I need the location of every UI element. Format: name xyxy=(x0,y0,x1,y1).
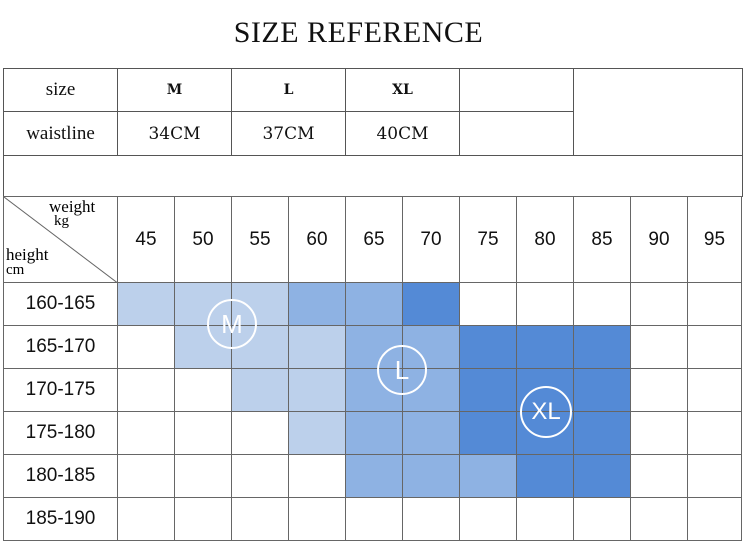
size-cell xyxy=(117,454,175,498)
size-cell xyxy=(117,325,175,369)
size-cell xyxy=(174,411,232,455)
size-cell xyxy=(630,497,688,541)
size-cell xyxy=(573,454,631,498)
height-header: 175-180 xyxy=(3,411,118,455)
size-cell xyxy=(402,282,460,326)
height-header: 160-165 xyxy=(3,282,118,326)
size-cell xyxy=(516,497,574,541)
weight-header: 65 xyxy=(345,196,403,283)
size-cell xyxy=(630,454,688,498)
size-cell xyxy=(174,454,232,498)
size-cell xyxy=(345,497,403,541)
waist-m: 34CM xyxy=(117,111,232,156)
corner-cell: weight kg height cm xyxy=(3,196,119,284)
weight-header: 75 xyxy=(459,196,517,283)
size-cell xyxy=(516,282,574,326)
size-cell xyxy=(630,411,688,455)
size-cell xyxy=(288,454,346,498)
height-header: 185-190 xyxy=(3,497,118,541)
size-cell xyxy=(687,282,742,326)
size-cell xyxy=(174,368,232,412)
waist-xl: 40CM xyxy=(345,111,460,156)
size-cell xyxy=(459,325,517,369)
waistline-label: waistline xyxy=(3,111,118,156)
size-cell xyxy=(231,454,289,498)
size-cell xyxy=(459,497,517,541)
size-cell xyxy=(231,497,289,541)
weight-header: 95 xyxy=(687,196,742,283)
size-cell xyxy=(345,282,403,326)
size-cell xyxy=(288,368,346,412)
size-cell xyxy=(687,454,742,498)
size-badge-m: M xyxy=(207,299,257,349)
size-cell xyxy=(573,368,631,412)
size-cell xyxy=(630,368,688,412)
height-label: height xyxy=(6,245,49,264)
weight-header: 70 xyxy=(402,196,460,283)
size-cell xyxy=(402,454,460,498)
weight-header: 80 xyxy=(516,196,574,283)
kg-label: kg xyxy=(54,213,69,229)
size-cell xyxy=(630,325,688,369)
height-header: 165-170 xyxy=(3,325,118,369)
weight-header: 50 xyxy=(174,196,232,283)
size-cell xyxy=(459,368,517,412)
weight-header: 85 xyxy=(573,196,631,283)
empty-cell xyxy=(459,68,574,112)
size-cell xyxy=(174,497,232,541)
spacer-row xyxy=(3,155,743,197)
size-badge-xl: XL xyxy=(520,386,572,438)
size-cell xyxy=(117,497,175,541)
size-cell xyxy=(345,411,403,455)
weight-header: 90 xyxy=(630,196,688,283)
size-cell xyxy=(231,411,289,455)
size-cell xyxy=(117,368,175,412)
weight-header: 60 xyxy=(288,196,346,283)
size-badge-l: L xyxy=(377,345,427,395)
size-cell xyxy=(687,497,742,541)
page-title: SIZE REFERENCE xyxy=(233,16,484,49)
height-header: 170-175 xyxy=(3,368,118,412)
size-cell xyxy=(288,497,346,541)
size-m: M xyxy=(117,68,232,112)
weight-label: weight xyxy=(49,197,96,216)
size-cell xyxy=(117,411,175,455)
size-cell xyxy=(288,325,346,369)
size-cell xyxy=(687,411,742,455)
size-xl: XL xyxy=(345,68,460,112)
size-cell xyxy=(516,325,574,369)
size-cell xyxy=(573,282,631,326)
size-cell xyxy=(630,282,688,326)
size-cell xyxy=(459,454,517,498)
size-cell xyxy=(231,368,289,412)
size-cell xyxy=(402,497,460,541)
size-cell xyxy=(459,411,517,455)
height-header: 180-185 xyxy=(3,454,118,498)
size-cell xyxy=(516,454,574,498)
empty-cell xyxy=(459,111,574,156)
size-cell xyxy=(117,282,175,326)
size-cell xyxy=(573,325,631,369)
size-cell xyxy=(573,411,631,455)
size-cell xyxy=(459,282,517,326)
weight-header: 45 xyxy=(117,196,175,283)
waist-l: 37CM xyxy=(231,111,346,156)
size-cell xyxy=(687,325,742,369)
size-cell xyxy=(573,497,631,541)
size-cell xyxy=(345,454,403,498)
weight-header: 55 xyxy=(231,196,289,283)
size-l: L xyxy=(231,68,346,112)
size-cell xyxy=(402,411,460,455)
size-label: size xyxy=(3,68,118,112)
size-cell xyxy=(288,411,346,455)
size-cell xyxy=(687,368,742,412)
empty-cell xyxy=(573,68,743,156)
size-cell xyxy=(288,282,346,326)
cm-label: cm xyxy=(6,262,25,278)
